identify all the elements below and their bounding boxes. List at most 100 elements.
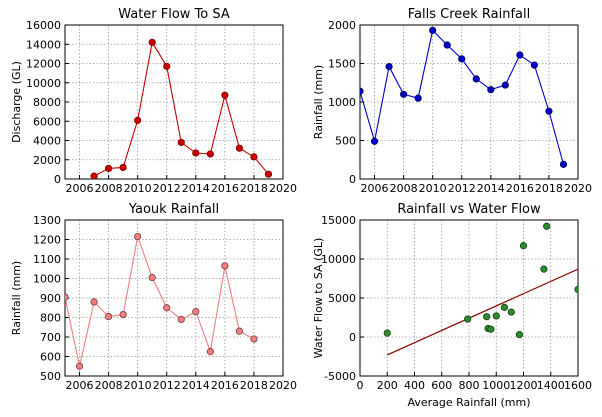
data-point bbox=[515, 331, 524, 339]
data-point bbox=[516, 51, 524, 59]
y-tick-label: 8000 bbox=[33, 96, 61, 109]
x-tick-label: 2020 bbox=[564, 182, 592, 195]
data-point bbox=[134, 232, 142, 241]
data-point bbox=[360, 87, 364, 95]
data-point bbox=[429, 26, 437, 34]
x-tick-label: 2006 bbox=[361, 182, 389, 195]
x-tick-label: 1400 bbox=[537, 379, 565, 392]
data-point bbox=[65, 293, 69, 301]
data-point bbox=[235, 327, 243, 335]
x-tick-label: 2018 bbox=[535, 182, 563, 195]
data-point bbox=[483, 313, 491, 321]
y-tick-label: 10000 bbox=[321, 253, 356, 266]
x-tick-label: 2006 bbox=[66, 379, 94, 392]
data-point bbox=[385, 62, 393, 71]
y-axis-label: Discharge (GL) bbox=[10, 61, 23, 143]
y-tick-label: 700 bbox=[40, 331, 61, 344]
y-tick-label: 1500 bbox=[328, 58, 356, 71]
y-tick-label: 14000 bbox=[26, 38, 61, 51]
x-tick-label: 2006 bbox=[66, 182, 94, 195]
data-point bbox=[177, 315, 185, 324]
x-tick-label: 2020 bbox=[269, 379, 297, 392]
data-layer bbox=[90, 38, 273, 179]
y-tick-label: 16000 bbox=[26, 19, 61, 32]
chart-title: Rainfall vs Water Flow bbox=[397, 202, 541, 217]
data-point bbox=[464, 315, 472, 323]
data-point bbox=[206, 150, 214, 158]
data-point bbox=[148, 273, 156, 282]
data-point bbox=[530, 61, 539, 69]
data-point bbox=[492, 312, 500, 320]
data-point bbox=[221, 91, 229, 99]
data-point bbox=[119, 163, 127, 172]
data-point bbox=[370, 137, 379, 145]
y-tick-label: -5000 bbox=[324, 370, 356, 383]
x-tick-label: 2008 bbox=[95, 182, 123, 195]
y-tick-label: 2000 bbox=[328, 19, 356, 32]
data-point bbox=[163, 304, 171, 312]
y-axis-label: Rainfall (mm) bbox=[10, 261, 23, 335]
trend-line bbox=[387, 268, 578, 356]
x-tick-label: 400 bbox=[404, 379, 425, 392]
x-tick-label: 2014 bbox=[477, 182, 505, 195]
data-point bbox=[472, 75, 480, 83]
chart-panel-4: 0 200 400 600 800 1000 1200 1400 1600-5000050001… bbox=[312, 202, 592, 409]
data-point bbox=[134, 116, 142, 124]
y-tick-label: 800 bbox=[40, 312, 61, 325]
x-tick-label: 200 bbox=[377, 379, 398, 392]
x-tick-label: 2008 bbox=[390, 182, 418, 195]
x-tick-label: 2018 bbox=[240, 182, 268, 195]
y-tick-label: 1100 bbox=[33, 253, 61, 266]
data-point bbox=[250, 153, 258, 161]
x-tick-label: 800 bbox=[459, 379, 480, 392]
x-tick-label: 2010 bbox=[124, 379, 152, 392]
y-tick-label: 0 bbox=[349, 331, 356, 344]
y-tick-label: 500 bbox=[40, 370, 61, 383]
y-axis-label: Water Flow to SA (GL) bbox=[312, 238, 325, 359]
x-tick-label: 2014 bbox=[182, 182, 210, 195]
data-point bbox=[443, 41, 451, 49]
y-tick-label: 10000 bbox=[26, 77, 61, 90]
data-point bbox=[264, 170, 273, 178]
data-point bbox=[221, 262, 229, 270]
y-tick-label: 4000 bbox=[33, 135, 61, 148]
data-point bbox=[487, 325, 495, 333]
x-tick-label: 1200 bbox=[510, 379, 538, 392]
y-tick-label: 1200 bbox=[33, 234, 61, 247]
data-point bbox=[574, 285, 578, 294]
y-tick-label: 1000 bbox=[33, 273, 61, 286]
y-tick-label: 500 bbox=[335, 135, 356, 148]
chart-title: Water Flow To SA bbox=[118, 7, 230, 22]
data-point bbox=[383, 329, 391, 337]
y-tick-label: 2000 bbox=[33, 154, 61, 167]
x-tick-label: 2012 bbox=[153, 182, 181, 195]
data-point bbox=[105, 312, 113, 321]
y-tick-label: 0 bbox=[54, 173, 61, 186]
x-axis-label: Average Rainfall (mm) bbox=[407, 396, 530, 409]
data-point bbox=[75, 362, 84, 370]
data-point bbox=[543, 222, 551, 230]
y-tick-label: 12000 bbox=[26, 58, 61, 71]
data-point bbox=[250, 335, 258, 343]
data-point bbox=[500, 303, 509, 311]
x-tick-label: 2010 bbox=[124, 182, 152, 195]
data-layer bbox=[65, 232, 258, 370]
data-point bbox=[519, 242, 528, 250]
data-point bbox=[163, 62, 171, 70]
data-point bbox=[177, 138, 185, 147]
y-tick-label: 1000 bbox=[328, 96, 356, 109]
x-tick-label: 2018 bbox=[240, 379, 268, 392]
chart-title: Yaouk Rainfall bbox=[128, 202, 219, 217]
x-tick-label: 2016 bbox=[506, 182, 534, 195]
data-point bbox=[192, 308, 200, 316]
data-point bbox=[148, 38, 156, 46]
data-point bbox=[559, 160, 568, 168]
data-layer bbox=[383, 222, 578, 356]
x-tick-label: 0 bbox=[357, 379, 364, 392]
data-point bbox=[487, 86, 495, 94]
x-tick-label: 2014 bbox=[182, 379, 210, 392]
data-point bbox=[235, 144, 243, 152]
chart-panel-1: 2006 2008 2010 2012 2014 2016 2018 2020 0 2000 400… bbox=[10, 7, 297, 195]
x-tick-label: 1000 bbox=[482, 379, 510, 392]
